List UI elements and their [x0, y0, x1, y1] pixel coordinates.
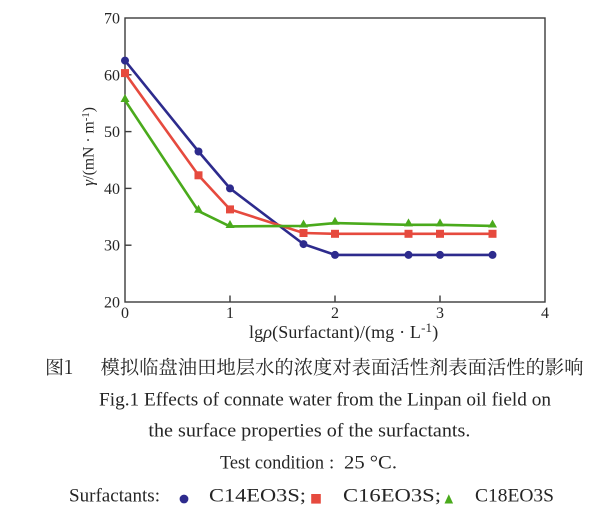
svg-text:30: 30 [104, 238, 120, 255]
svg-text:C16EO3S;: C16EO3S; [343, 486, 441, 507]
svg-text:Test condition: Test condition [220, 453, 324, 474]
svg-text:lgρ(Surfactant)/(mg · L-1): lgρ(Surfactant)/(mg · L-1) [249, 320, 438, 343]
svg-text:C18EO3S: C18EO3S [475, 486, 554, 507]
svg-text:2: 2 [331, 305, 339, 322]
svg-text:0: 0 [121, 305, 129, 322]
svg-text:the surface properties of the: the surface properties of the surfactant… [148, 421, 470, 442]
svg-text:4: 4 [541, 305, 549, 322]
svg-text:C14EO3S;: C14EO3S; [209, 486, 306, 507]
svg-text::: : [329, 453, 334, 474]
svg-text:Surfactants:: Surfactants: [69, 486, 160, 507]
svg-text:1: 1 [226, 305, 234, 322]
svg-text:70: 70 [104, 11, 120, 28]
svg-text:20: 20 [104, 295, 120, 312]
svg-text:40: 40 [104, 181, 120, 198]
svg-text:25 °C.: 25 °C. [344, 453, 397, 474]
svg-text:50: 50 [104, 124, 120, 141]
svg-text:60: 60 [104, 67, 120, 84]
svg-text:3: 3 [436, 305, 444, 322]
svg-text:γ/(mN · m-1): γ/(mN · m-1) [80, 107, 98, 186]
svg-text:Fig.1 Effects of connate wat: Fig.1 Effects of connate water from the … [99, 390, 551, 411]
